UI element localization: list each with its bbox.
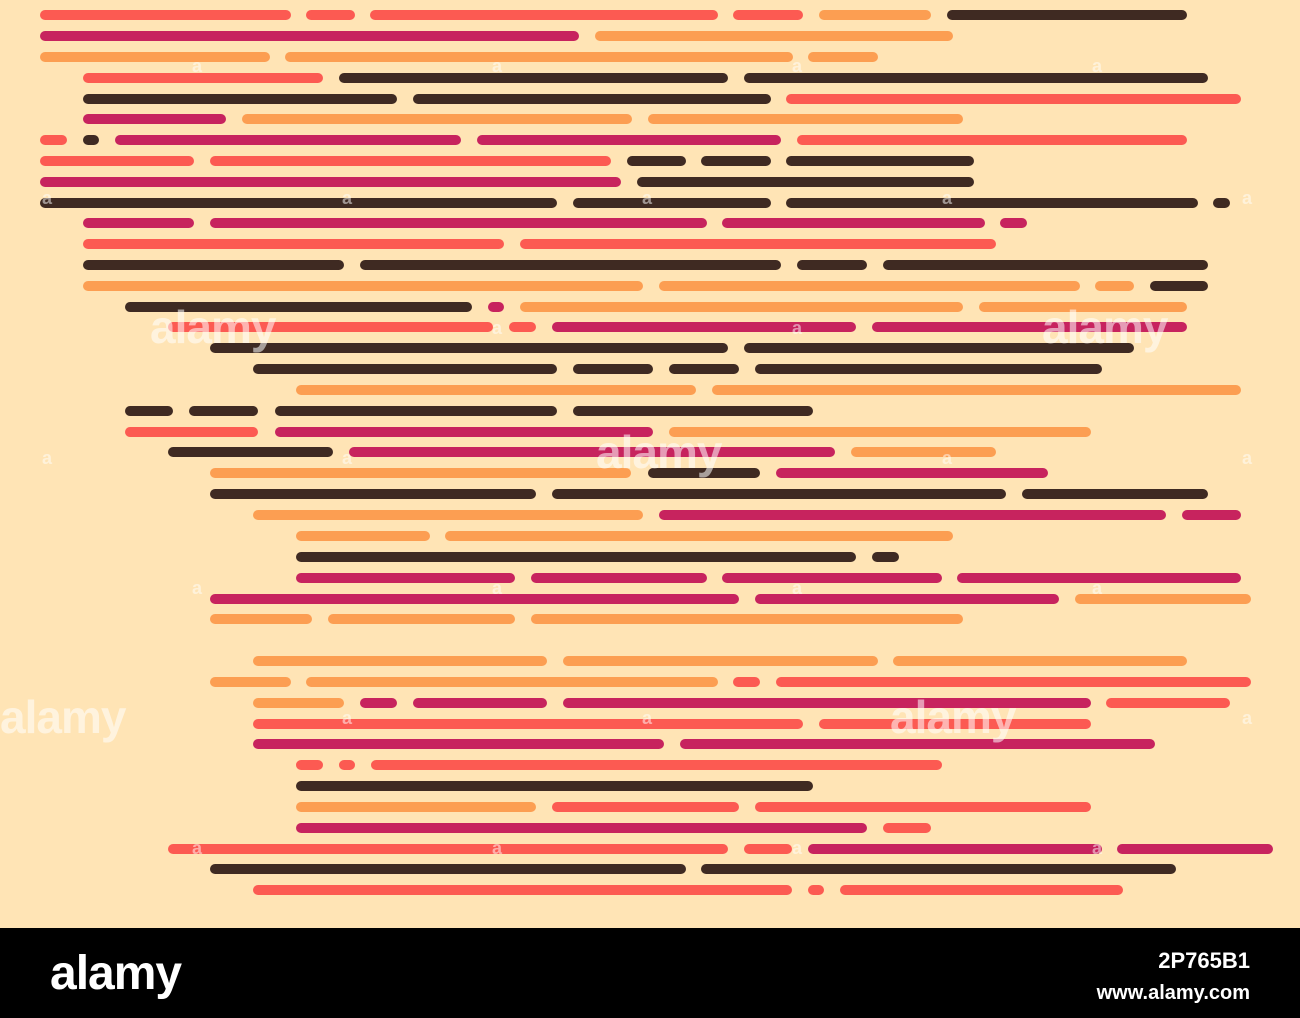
footer-bar: alamy 2P765B1 www.alamy.com xyxy=(0,928,1300,1018)
stripe-pattern xyxy=(40,10,1273,895)
site-url: www.alamy.com xyxy=(1096,982,1250,1004)
image-id: 2P765B1 xyxy=(1158,948,1250,973)
artwork-canvas: alamy alamy alamy alamy alamy a a a a a … xyxy=(0,10,1273,895)
alamy-logo: alamy xyxy=(50,947,182,1000)
